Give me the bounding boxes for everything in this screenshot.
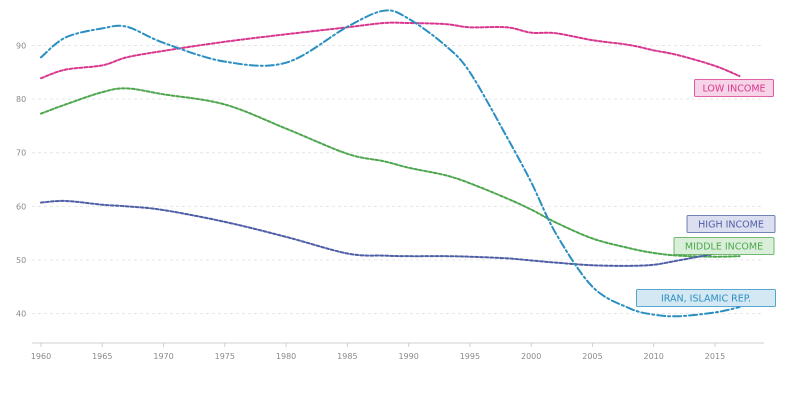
x-tick-label: 2005 [582,352,602,361]
series-labels: LOW INCOME MIDDLE INCOME HIGH INCOME IRAN, … [636,79,776,307]
series-label-text: LOW INCOME [702,84,765,95]
x-tick-label: 2015 [705,352,725,361]
x-tick-label: 2000 [521,352,541,361]
x-tick-label: 1975 [215,352,235,361]
grid [32,45,764,315]
series-group [40,9,741,318]
series-line-low-income [40,21,741,80]
series-line-high-income [40,199,741,267]
series-label-middle-income: MIDDLE INCOME [673,237,775,255]
x-tick-label: 1985 [337,352,357,361]
series-label-high-income: HIGH INCOME [686,215,776,233]
series-label-box [686,215,776,233]
series-line-iran-islamic-rep [40,9,741,318]
y-tick-label: 40 [16,310,26,319]
x-tick-label: 2010 [644,352,664,361]
series-label-text: IRAN, ISLAMIC REP. [661,294,751,305]
axes: 40 50 60 70 80 90 1960 1965 1970 1975 1980 1985 1990… [16,42,764,361]
series-label-box [673,237,775,255]
series-label-text: HIGH INCOME [698,220,764,231]
y-tick-label: 80 [16,95,26,104]
x-tick-label: 1970 [153,352,173,361]
series-label-iran-islamic-rep: IRAN, ISLAMIC REP. [636,289,776,307]
series-label-box [636,289,776,307]
x-tick-label: 1980 [276,352,296,361]
y-tick-label: 70 [16,149,26,158]
y-tick-label: 60 [16,202,26,211]
x-tick-label: 1965 [92,352,112,361]
x-tick-label: 1995 [460,352,480,361]
x-tick-label: 1990 [398,352,418,361]
series-label-low-income: LOW INCOME [694,79,774,97]
series-line-middle-income [40,87,741,258]
x-tick-label: 1960 [31,352,51,361]
series-label-box [694,79,774,97]
y-tick-label: 90 [16,42,26,51]
series-label-text: MIDDLE INCOME [685,242,763,253]
y-tick-label: 50 [16,256,26,265]
